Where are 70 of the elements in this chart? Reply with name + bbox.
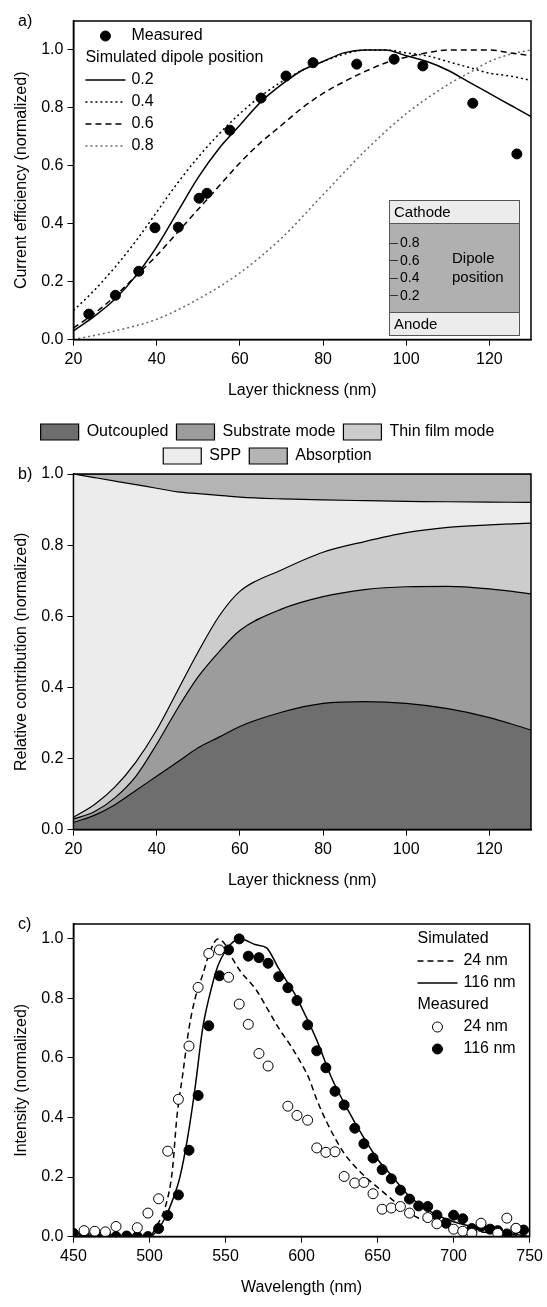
y-tick-label: 0.4 [41, 1107, 64, 1125]
y-tick-label: 0.8 [41, 988, 64, 1006]
y-tick-label: 1.0 [41, 464, 64, 482]
x-tick-label: 650 [364, 1246, 392, 1264]
annotation: 0.4 [399, 269, 420, 285]
legend-label: Thin film mode [389, 422, 495, 440]
chart-title: a) [18, 12, 33, 30]
annotation: 0.6 [399, 251, 420, 268]
y-tick-label: 0.4 [41, 214, 64, 232]
legend-title: Simulated [417, 929, 489, 947]
annotation: Anode [390, 313, 519, 335]
x-tick-label: 120 [476, 839, 503, 857]
legend-label: 0.2 [131, 70, 154, 88]
y-tick-label: 0.8 [41, 98, 64, 116]
y-tick-label: 0.6 [41, 1048, 64, 1066]
x-tick-label: 100 [392, 839, 420, 857]
y-axis-title: Relative contribution (normalized) [12, 532, 30, 771]
x-tick-label: 60 [230, 349, 249, 367]
chart-title: b) [18, 465, 33, 483]
x-tick-label: 120 [476, 349, 503, 367]
y-tick-label: 0.2 [41, 748, 64, 766]
y-tick-label: 0.2 [41, 272, 64, 290]
x-tick-label: 40 [147, 839, 166, 857]
legend-label: 24 nm [463, 951, 508, 969]
x-axis-title: Layer thickness (nm) [227, 380, 377, 398]
legend-label: 24 nm [463, 1017, 508, 1035]
legend-title: Simulated dipole position [85, 48, 264, 66]
legend-label: 0.8 [131, 136, 154, 154]
y-tick-label: 0.8 [41, 535, 64, 553]
y-tick-label: 0.0 [41, 1227, 64, 1245]
x-tick-label: 500 [136, 1246, 163, 1264]
legend-label: SPP [209, 446, 242, 464]
annotation: 0.2 [399, 286, 420, 303]
y-tick-label: 0.4 [41, 677, 64, 695]
y-tick-label: 0.6 [41, 156, 64, 174]
chart-title: c) [18, 915, 32, 933]
annotation: Cathode [390, 201, 519, 223]
annotation: Dipole position [452, 248, 505, 286]
y-axis-title: Intensity (normalized) [12, 1003, 30, 1157]
x-axis-title: Layer thickness (nm) [227, 870, 377, 888]
legend-label: 116 nm [463, 1039, 516, 1057]
x-tick-label: 600 [288, 1246, 315, 1264]
y-tick-label: 0.2 [41, 1167, 64, 1185]
x-tick-label: 80 [314, 349, 333, 367]
x-tick-label: 550 [212, 1246, 239, 1264]
legend-label: 0.4 [131, 92, 154, 110]
annotation: Measured [417, 995, 489, 1013]
x-tick-label: 20 [64, 839, 83, 857]
y-tick-label: 0.0 [41, 820, 64, 838]
legend-label: 116 nm [463, 973, 516, 991]
x-tick-label: 750 [516, 1246, 544, 1264]
x-tick-label: 700 [440, 1246, 468, 1264]
y-tick-label: 0.0 [41, 330, 64, 348]
legend-label: Measured [131, 26, 203, 44]
x-tick-label: 80 [314, 839, 333, 857]
legend-label: Substrate mode [222, 422, 336, 440]
y-axis-title: Current efficiency (normalized) [12, 71, 30, 290]
x-tick-label: 450 [60, 1246, 87, 1264]
x-tick-label: 100 [392, 349, 420, 367]
annotation: 0.8 [399, 234, 420, 250]
x-tick-label: 20 [64, 349, 83, 367]
y-tick-label: 1.0 [41, 929, 64, 947]
legend-label: Absorption [295, 446, 372, 464]
x-axis-title: Wavelength (nm) [240, 1277, 363, 1295]
x-tick-label: 60 [230, 839, 249, 857]
x-tick-label: 40 [147, 349, 166, 367]
y-tick-label: 0.6 [41, 606, 64, 624]
legend-label: Outcoupled [86, 422, 169, 440]
y-tick-label: 1.0 [41, 40, 64, 58]
legend-label: 0.6 [131, 114, 154, 132]
